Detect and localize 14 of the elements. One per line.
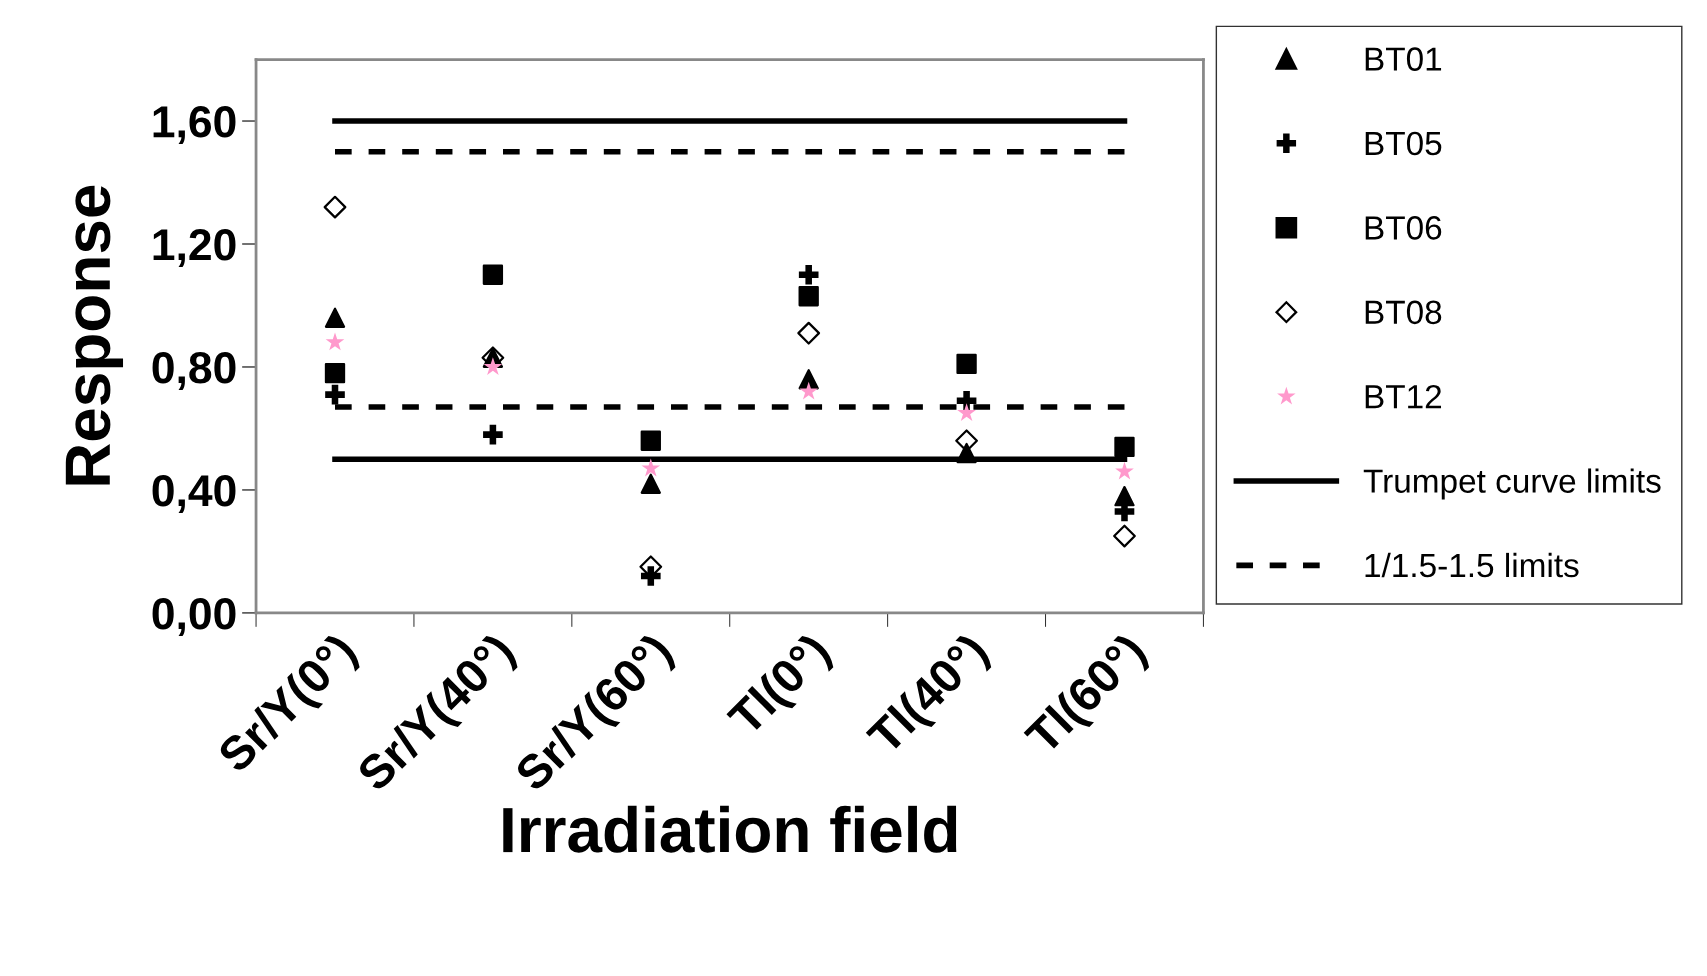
legend-label: BT01 (1365, 47, 1442, 71)
legend-label: BT08 (1365, 300, 1442, 325)
legend-label: Trumpet curve limits (1363, 468, 1661, 500)
x-axis-title: Irradiation field (503, 805, 957, 853)
y-tick-label: 1,60 (153, 106, 236, 145)
legend-label: 1/1.5-1.5 limits (1365, 552, 1579, 578)
y-tick-label: 0,80 (152, 352, 236, 390)
y-tick-label: 1,20 (153, 229, 236, 267)
legend-label: BT05 (1365, 131, 1442, 156)
y-axis-title: Response (65, 185, 124, 485)
legend-label: BT12 (1365, 384, 1442, 409)
y-tick-label: 0,40 (152, 475, 236, 513)
legend-label: BT06 (1365, 216, 1442, 240)
y-tick-label: 0,00 (152, 598, 236, 636)
